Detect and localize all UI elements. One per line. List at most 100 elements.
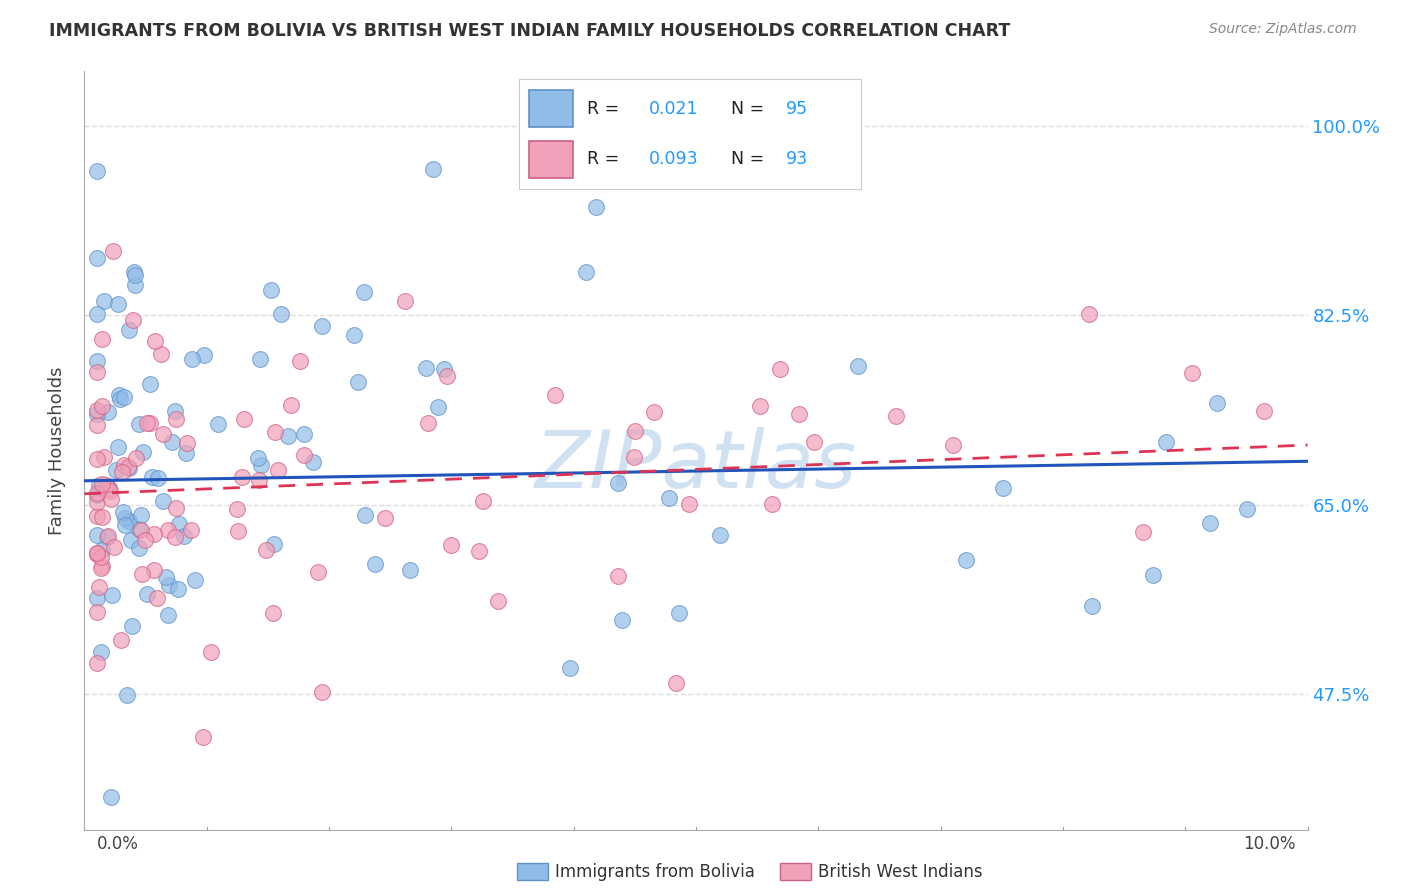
Point: [91, 509, 114, 524]
Point: [193, 731, 215, 745]
Point: [292, 448, 315, 462]
Point: [107, 297, 129, 311]
Point: [163, 530, 186, 544]
Text: 10.0%: 10.0%: [1243, 835, 1295, 853]
Point: [769, 361, 792, 376]
Point: [433, 361, 456, 376]
Point: [86, 252, 108, 266]
Text: IMMIGRANTS FROM BOLIVIA VS BRITISH WEST INDIAN FAMILY HOUSEHOLDS CORRELATION CHA: IMMIGRANTS FROM BOLIVIA VS BRITISH WEST …: [49, 22, 1011, 40]
Point: [91, 543, 114, 558]
Point: [101, 588, 124, 602]
Point: [129, 523, 152, 537]
Point: [143, 563, 166, 577]
Point: [585, 200, 607, 214]
Point: [623, 424, 645, 438]
Point: [143, 334, 166, 348]
Point: [86, 591, 108, 605]
Point: [544, 388, 567, 402]
Point: [93, 450, 115, 464]
Point: [173, 529, 195, 543]
Point: [90, 550, 112, 565]
Point: [86, 527, 108, 541]
Point: [270, 307, 292, 321]
Point: [803, 434, 825, 449]
Point: [103, 540, 125, 554]
Y-axis label: Family Households: Family Households: [48, 367, 66, 534]
Point: [184, 573, 207, 587]
Point: [125, 450, 148, 465]
Point: [247, 473, 270, 487]
Point: [128, 417, 150, 431]
Point: [86, 163, 108, 178]
Point: [280, 398, 302, 412]
Point: [398, 563, 420, 577]
Point: [256, 543, 278, 558]
Point: [346, 375, 368, 389]
Point: [471, 493, 494, 508]
Point: [263, 425, 285, 439]
Point: [107, 388, 129, 402]
Point: [90, 332, 112, 346]
Point: [486, 594, 509, 608]
Point: [436, 369, 458, 384]
Point: [658, 491, 681, 505]
Point: [120, 533, 142, 547]
Point: [138, 416, 160, 430]
Point: [112, 458, 135, 472]
Point: [418, 416, 440, 430]
Point: [1132, 525, 1154, 540]
Point: [157, 523, 180, 537]
Point: [124, 278, 146, 293]
Point: [143, 526, 166, 541]
Point: [117, 323, 139, 337]
Point: [353, 285, 375, 300]
Point: [422, 161, 444, 176]
Point: [86, 605, 108, 619]
Point: [232, 412, 254, 426]
Point: [86, 451, 108, 466]
Point: [575, 265, 598, 279]
Point: [231, 469, 253, 483]
Point: [193, 348, 215, 362]
Point: [86, 495, 108, 509]
Point: [107, 440, 129, 454]
Point: [90, 645, 112, 659]
Point: [643, 405, 665, 419]
Point: [991, 481, 1014, 495]
Point: [124, 268, 146, 282]
Point: [148, 470, 170, 484]
Point: [136, 416, 159, 430]
Point: [97, 529, 120, 543]
Point: [135, 587, 157, 601]
Point: [226, 524, 249, 539]
Point: [1253, 404, 1275, 418]
Point: [1154, 434, 1177, 449]
Point: [117, 460, 139, 475]
Point: [249, 352, 271, 367]
Point: [176, 436, 198, 450]
Point: [207, 417, 229, 431]
Point: [90, 559, 112, 574]
Point: [294, 427, 316, 442]
Point: [98, 481, 121, 495]
Point: [108, 392, 131, 406]
Point: [606, 569, 628, 583]
Point: [1236, 501, 1258, 516]
Point: [884, 409, 907, 423]
Point: [93, 293, 115, 308]
Point: [90, 477, 112, 491]
Point: [146, 591, 169, 606]
Point: [180, 351, 202, 366]
Point: [1081, 599, 1104, 614]
Point: [129, 508, 152, 522]
Point: [94, 477, 117, 491]
Point: [86, 354, 108, 368]
Point: [200, 645, 222, 659]
Point: [668, 606, 690, 620]
Point: [86, 307, 108, 321]
Point: [1199, 516, 1222, 530]
Point: [277, 429, 299, 443]
Point: [112, 505, 135, 519]
Point: [101, 244, 124, 258]
Point: [263, 537, 285, 551]
